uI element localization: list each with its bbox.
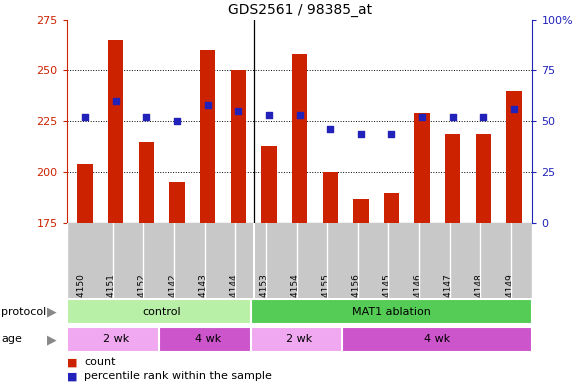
- Bar: [261, 146, 277, 223]
- Point: [387, 131, 396, 137]
- Point: [234, 108, 243, 114]
- Text: percentile rank within the sample: percentile rank within the sample: [84, 371, 272, 381]
- Point: [356, 131, 365, 137]
- Point: [81, 114, 90, 120]
- Text: 4 wk: 4 wk: [425, 334, 451, 344]
- Text: ■: ■: [67, 358, 77, 367]
- Point: [418, 114, 427, 120]
- Bar: [158, 327, 257, 352]
- Text: protocol: protocol: [1, 307, 46, 317]
- Point: [295, 112, 305, 118]
- Point: [264, 112, 274, 118]
- Bar: [139, 142, 154, 223]
- Text: ▶: ▶: [48, 333, 57, 346]
- Title: GDS2561 / 98385_at: GDS2561 / 98385_at: [227, 3, 372, 17]
- Bar: [169, 182, 184, 223]
- Text: 2 wk: 2 wk: [287, 334, 313, 344]
- Point: [448, 114, 458, 120]
- Text: count: count: [84, 358, 115, 367]
- Point: [172, 118, 182, 124]
- Bar: [67, 327, 165, 352]
- Text: age: age: [1, 334, 22, 344]
- Bar: [342, 327, 532, 352]
- Bar: [251, 327, 349, 352]
- Bar: [353, 199, 368, 223]
- Text: 4 wk: 4 wk: [194, 334, 221, 344]
- Point: [203, 102, 212, 108]
- Point: [478, 114, 488, 120]
- Bar: [506, 91, 522, 223]
- Point: [325, 126, 335, 132]
- Bar: [200, 50, 215, 223]
- Point: [142, 114, 151, 120]
- Text: ▶: ▶: [48, 305, 57, 318]
- Bar: [445, 134, 461, 223]
- Bar: [77, 164, 93, 223]
- Bar: [108, 40, 124, 223]
- Point: [111, 98, 121, 104]
- Text: control: control: [142, 307, 181, 317]
- Text: 2 wk: 2 wk: [103, 334, 129, 344]
- Bar: [476, 134, 491, 223]
- Bar: [251, 300, 532, 324]
- Bar: [67, 300, 257, 324]
- Bar: [292, 54, 307, 223]
- Text: MAT1 ablation: MAT1 ablation: [352, 307, 431, 317]
- Bar: [384, 193, 399, 223]
- Text: ■: ■: [67, 371, 77, 381]
- Point: [509, 106, 519, 112]
- Bar: [231, 70, 246, 223]
- Bar: [415, 113, 430, 223]
- Bar: [322, 172, 338, 223]
